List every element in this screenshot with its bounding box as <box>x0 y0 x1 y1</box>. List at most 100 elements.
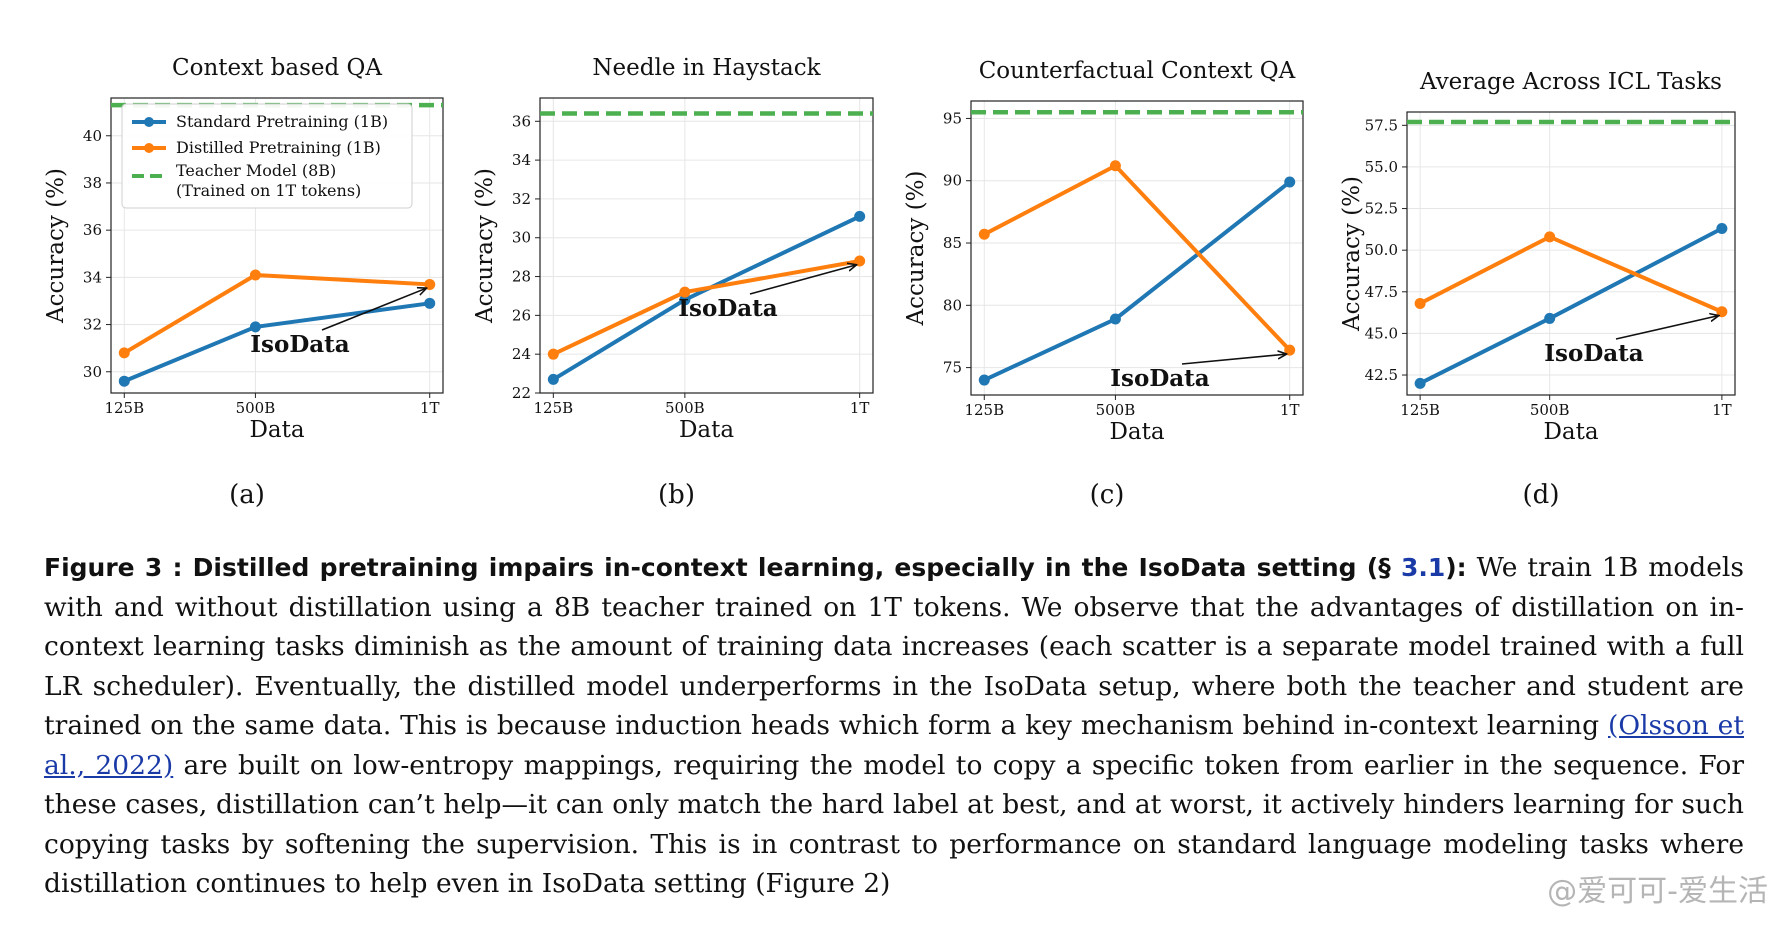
panel-c-ytick-label: 85 <box>943 234 962 252</box>
panel-b-series-distilled-point <box>854 255 866 267</box>
panel-b-ytick-label: 36 <box>512 112 531 130</box>
panel-d-sublabel: (d) <box>1523 480 1560 510</box>
panel-a-series-distilled-point <box>118 347 130 359</box>
watermark: @爱可可-爱生活 <box>1547 874 1768 909</box>
legend-box <box>121 103 413 209</box>
panel-c-series-standard-point <box>978 374 990 386</box>
panel-d-ytick-label: 50.0 <box>1365 241 1398 259</box>
caption-lead: Figure 3 : Distilled pretraining impairs… <box>44 553 1401 582</box>
panel-c-series-standard-point <box>1109 313 1121 325</box>
panel-d-annotation-arrow <box>1615 316 1718 340</box>
panel-c-xlabel: Data <box>1109 419 1164 445</box>
panel-a-plot-frame <box>110 97 444 394</box>
panel-b-series-distilled-point <box>547 348 559 360</box>
panel-a-title: Context based QA <box>172 55 382 81</box>
panel-d-ytick-label: 42.5 <box>1365 366 1398 384</box>
panel-c-sublabel: (c) <box>1090 480 1125 510</box>
panel-c-plot-frame <box>970 100 1304 396</box>
panel-d-title: Average Across ICL Tasks <box>1419 69 1722 95</box>
panel-a-xtick-label: 1T <box>420 399 440 417</box>
panel-a-series-standard-point <box>249 321 261 333</box>
panel-a-ytick-label: 38 <box>83 174 102 192</box>
legend-label-distilled: Distilled Pretraining (1B) <box>176 138 381 157</box>
panel-d-ytick-label: 47.5 <box>1365 283 1398 301</box>
panel-d-xtick-label: 125B <box>1400 401 1440 419</box>
panel-a-ylabel: Accuracy (%) <box>43 168 69 324</box>
panel-a-ytick-label: 32 <box>83 316 102 334</box>
panel-b-ytick-label: 28 <box>512 268 531 286</box>
caption-body-1: We train 1B models with and without dist… <box>44 552 1744 741</box>
panel-d-ytick-label: 52.5 <box>1365 200 1398 218</box>
panel-c-series-standard-point <box>1284 176 1296 188</box>
panel-c-title: Counterfactual Context QA <box>979 58 1296 84</box>
panel-c-xtick-label: 125B <box>964 401 1004 419</box>
legend-marker-distilled <box>144 143 154 153</box>
panel-b-series-standard-point <box>854 210 866 222</box>
panel-a-xtick-label: 500B <box>236 399 276 417</box>
caption-lead-end: ): <box>1445 553 1467 582</box>
panel-d-xtick-label: 1T <box>1712 401 1732 419</box>
panel-a-series-standard-point <box>424 297 436 309</box>
caption-section-ref[interactable]: 3.1 <box>1400 553 1446 582</box>
panel-c-ytick-label: 75 <box>943 359 962 377</box>
panel-d-series-distilled-line <box>1419 234 1723 314</box>
panel-a-annotation-arrow <box>321 288 426 331</box>
panel-a-xtick-label: 125B <box>104 399 144 417</box>
legend-marker-standard <box>144 117 154 127</box>
panel-c-ylabel: Accuracy (%) <box>903 171 929 327</box>
panel-c-series-distilled-point <box>1284 344 1296 356</box>
panel-c-xtick-label: 1T <box>1280 401 1300 419</box>
panel-b-sublabel: (b) <box>658 480 695 510</box>
panel-c-ytick-label: 90 <box>943 172 962 190</box>
panel-a-sublabel: (a) <box>229 480 265 510</box>
panel-b-ytick-label: 24 <box>512 345 531 363</box>
panel-b-ytick-label: 26 <box>512 306 531 324</box>
caption-citation-link[interactable]: (Olsson et al., 2022) <box>44 710 1745 781</box>
panel-a-ytick-label: 40 <box>83 127 102 145</box>
panel-a-series-standard-point <box>118 375 130 387</box>
panel-d-series-standard-point <box>1414 377 1426 389</box>
panel-a-ytick-label: 36 <box>83 221 102 239</box>
panel-a-series-distilled-point <box>249 269 261 281</box>
panel-b-ylabel: Accuracy (%) <box>472 168 498 324</box>
legend-label-teacher-sub: (Trained on 1T tokens) <box>176 181 361 200</box>
panel-d-series-distilled-point <box>1544 231 1556 243</box>
legend-label-standard: Standard Pretraining (1B) <box>176 112 388 131</box>
panel-a-ytick-label: 30 <box>83 363 102 381</box>
panel-a-xlabel: Data <box>249 417 304 443</box>
panel-b-title: Needle in Haystack <box>592 55 821 81</box>
panel-d-plot-frame <box>1406 111 1736 396</box>
panel-b-ytick-label: 34 <box>512 151 531 169</box>
panel-d-annotation-label: IsoData <box>1544 340 1644 367</box>
figure-caption: Figure 3 : Distilled pretraining impairs… <box>44 548 1744 904</box>
caption-body-2: are built on low-entropy mappings, requi… <box>44 749 1744 900</box>
panel-b-ytick-label: 32 <box>512 190 531 208</box>
panel-a-series-distilled-point <box>424 278 436 290</box>
figure-panels: 30 32 34 36 38 40 125B 500B 1T IsoData Context bas… <box>43 55 1736 510</box>
panel-d-series-distilled-point <box>1716 306 1728 318</box>
legend-label-teacher: Teacher Model (8B) <box>176 161 336 180</box>
panel-d-xtick-label: 500B <box>1530 401 1570 419</box>
panel-d-ytick-label: 55.0 <box>1365 158 1398 176</box>
panel-d-ytick-label: 57.5 <box>1365 116 1398 134</box>
panel-b-series-standard-point <box>547 373 559 385</box>
panel-c-annotation-label: IsoData <box>1110 365 1210 392</box>
panel-d-series-standard-point <box>1716 223 1728 235</box>
panel-b-series-distilled-point <box>679 286 691 298</box>
panel-b-plot-frame <box>539 97 874 394</box>
panel-b-annotation-label: IsoData <box>678 295 778 322</box>
panel-a-ytick-label: 34 <box>83 268 102 286</box>
panel-c-series-distilled-point <box>1109 160 1121 172</box>
panel-d-xlabel: Data <box>1543 419 1598 445</box>
panel-b-xtick-label: 500B <box>665 399 705 417</box>
panel-b-series-standard-point <box>679 294 691 306</box>
panel-d-series-standard-point <box>1544 312 1556 324</box>
panel-b-annotation-arrow <box>749 265 856 295</box>
panel-d-ylabel: Accuracy (%) <box>1339 176 1365 332</box>
panel-d-ytick-label: 45.0 <box>1365 324 1398 342</box>
panel-c-ytick-label: 95 <box>943 109 962 127</box>
panel-a-annotation-label: IsoData <box>250 331 350 358</box>
panel-c-ytick-label: 80 <box>943 296 962 314</box>
panel-b-xlabel: Data <box>679 417 734 443</box>
panel-c-series-distilled-point <box>978 228 990 240</box>
